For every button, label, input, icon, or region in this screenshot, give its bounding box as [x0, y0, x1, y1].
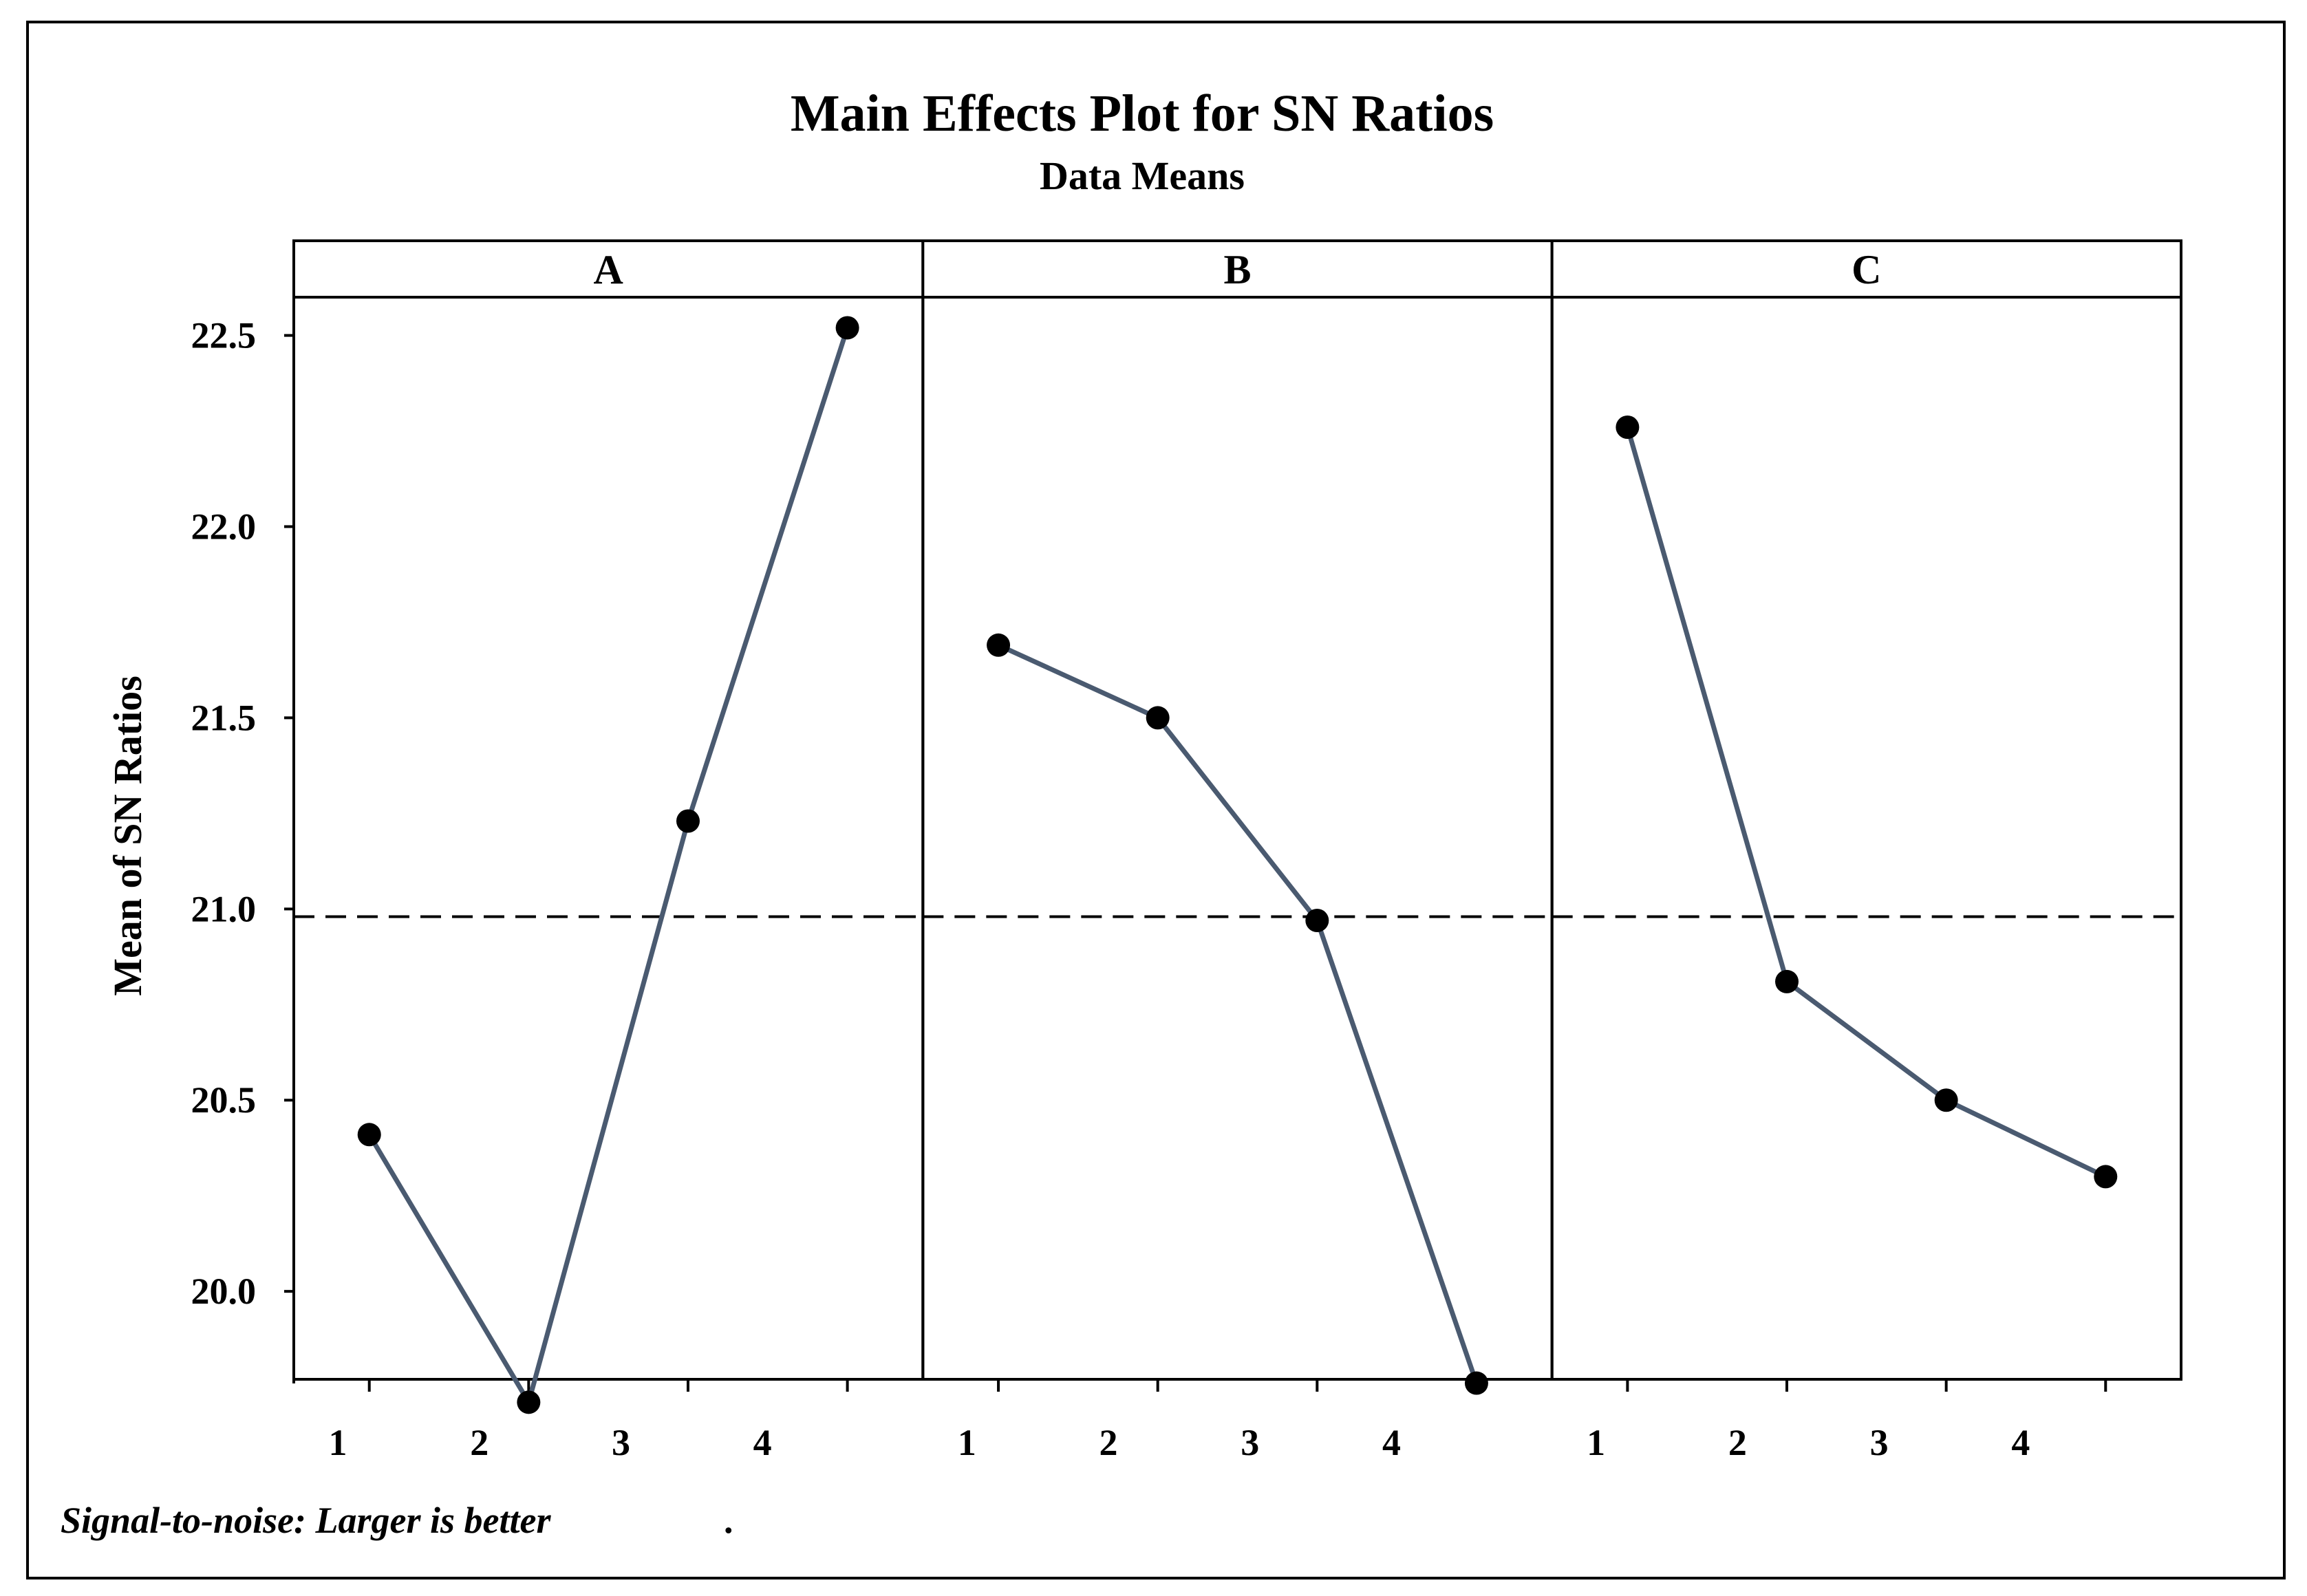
- y-tick-label: 22.0: [191, 506, 257, 547]
- y-tick-label: 21.5: [191, 697, 257, 738]
- x-tick-label: 1: [1587, 1422, 1605, 1463]
- x-tick-label: 2: [470, 1422, 489, 1463]
- panels: A 1 2 3 4 B 1 2 3 4 C 1 2 3 4: [292, 239, 2183, 1463]
- data-point: [835, 316, 859, 340]
- x-tick-label: 3: [1241, 1422, 1259, 1463]
- data-point: [517, 1390, 541, 1414]
- data-point: [1305, 909, 1329, 933]
- panel-header-label: B: [1223, 247, 1251, 292]
- x-tick-label: 3: [612, 1422, 630, 1463]
- data-point: [1616, 415, 1640, 439]
- x-tick-label: 4: [1382, 1422, 1401, 1463]
- panel-header-label: C: [1852, 247, 1881, 292]
- x-tick-label: 4: [2011, 1422, 2030, 1463]
- data-point: [676, 809, 700, 833]
- chart-title: Main Effects Plot for SN Ratios: [791, 85, 1494, 142]
- y-tick-label: 22.5: [191, 315, 257, 356]
- panel-header: [1550, 239, 2183, 299]
- panel-header-label: A: [593, 247, 623, 292]
- data-point: [1464, 1371, 1488, 1395]
- x-tick-label: 2: [1728, 1422, 1747, 1463]
- chart-subtitle: Data Means: [1040, 153, 1245, 198]
- series-line: [1625, 427, 2107, 1179]
- panel-header: [921, 239, 1554, 299]
- y-tick-label: 20.5: [191, 1079, 257, 1121]
- y-axis-label: Mean of SN Ratios: [105, 676, 150, 996]
- data-point: [2094, 1165, 2118, 1189]
- data-point: [1934, 1088, 1958, 1112]
- x-tick-label: 2: [1099, 1422, 1118, 1463]
- x-tick-label: 4: [753, 1422, 772, 1463]
- data-point: [987, 633, 1011, 657]
- footnote-mark: .: [724, 1500, 733, 1541]
- x-tick-label: 3: [1870, 1422, 1889, 1463]
- y-tick-label: 21.0: [191, 888, 257, 929]
- data-point: [357, 1123, 381, 1147]
- data-point: [1146, 706, 1170, 730]
- series-line: [997, 643, 1479, 1384]
- data-point: [1775, 969, 1799, 993]
- x-tick-label: 1: [329, 1422, 347, 1463]
- panel-c: C 1 2 3 4: [1550, 239, 2183, 1463]
- x-tick-label: 1: [958, 1422, 976, 1463]
- panel-a: A 1 2 3 4: [292, 239, 925, 1463]
- footnote: Signal-to-noise: Larger is better: [61, 1500, 551, 1541]
- y-tick-label: 20.0: [191, 1271, 257, 1312]
- series-line: [367, 327, 850, 1405]
- panel-plot-area: [1550, 296, 2183, 1381]
